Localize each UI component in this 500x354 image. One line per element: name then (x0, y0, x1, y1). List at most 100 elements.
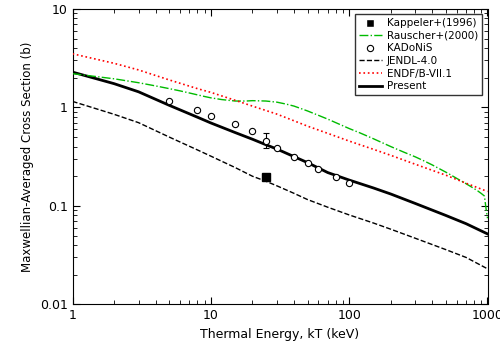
Line: JENDL-4.0: JENDL-4.0 (72, 101, 488, 269)
Rauscher+(2000) (324, 117, 330, 121)
JENDL-4.0 (484, 267, 490, 271)
Rauscher+(2000) (208, 96, 214, 100)
Rauscher+(2000) (274, 100, 280, 104)
Rauscher+(2000) (194, 93, 200, 97)
Present (208, 121, 214, 125)
Rauscher+(2000) (232, 99, 238, 103)
Present (443, 213, 449, 218)
Rauscher+(2000) (482, 194, 488, 198)
Present (291, 155, 297, 159)
ENDF/B-VII.1 (70, 52, 75, 56)
Rauscher+(2000) (283, 102, 289, 106)
Rauscher+(2000) (370, 137, 376, 141)
Rauscher+(2000) (463, 182, 469, 186)
ENDF/B-VII.1 (304, 124, 310, 128)
Rauscher+(2000) (263, 99, 269, 103)
ENDF/B-VII.1 (232, 98, 238, 102)
JENDL-4.0 (443, 247, 449, 252)
Present (194, 115, 200, 119)
ENDF/B-VII.1 (463, 181, 469, 185)
JENDL-4.0 (346, 213, 352, 217)
Present (111, 81, 117, 86)
JENDL-4.0 (291, 191, 297, 195)
Rauscher+(2000) (243, 99, 249, 103)
ENDF/B-VII.1 (166, 78, 172, 82)
Present (263, 143, 269, 147)
ENDF/B-VII.1 (274, 112, 280, 116)
JENDL-4.0 (208, 154, 214, 158)
Rauscher+(2000) (136, 81, 141, 85)
ENDF/B-VII.1 (250, 104, 256, 108)
Present (274, 147, 280, 151)
ENDF/B-VII.1 (208, 90, 214, 95)
Rauscher+(2000) (443, 170, 449, 174)
Rauscher+(2000) (250, 98, 256, 103)
JENDL-4.0 (304, 198, 310, 202)
X-axis label: Thermal Energy, kT (keV): Thermal Energy, kT (keV) (200, 328, 360, 341)
JENDL-4.0 (194, 148, 200, 152)
Present (70, 70, 75, 74)
JENDL-4.0 (136, 120, 141, 125)
Rauscher+(2000) (111, 77, 117, 81)
Present (346, 178, 352, 182)
JENDL-4.0 (111, 112, 117, 116)
Rauscher+(2000) (202, 95, 207, 99)
Rauscher+(2000) (484, 216, 490, 220)
Rauscher+(2000) (401, 150, 407, 154)
JENDL-4.0 (388, 227, 394, 232)
ENDF/B-VII.1 (291, 119, 297, 123)
Line: ENDF/B-VII.1: ENDF/B-VII.1 (72, 54, 488, 192)
Present (250, 137, 256, 141)
Rauscher+(2000) (478, 191, 484, 195)
JENDL-4.0 (463, 255, 469, 259)
Legend: Kappeler+(1996), Rauscher+(2000), KADoNiS, JENDL-4.0, ENDF/B-VII.1, Present: Kappeler+(1996), Rauscher+(2000), KADoNi… (354, 14, 482, 96)
Rauscher+(2000) (484, 208, 490, 212)
Present (463, 222, 469, 226)
Rauscher+(2000) (454, 176, 460, 181)
JENDL-4.0 (274, 184, 280, 188)
Rauscher+(2000) (333, 120, 339, 125)
ENDF/B-VII.1 (136, 68, 141, 72)
ENDF/B-VII.1 (194, 86, 200, 91)
Present (388, 192, 394, 196)
Rauscher+(2000) (153, 84, 159, 88)
Present (166, 103, 172, 107)
Rauscher+(2000) (304, 109, 310, 113)
JENDL-4.0 (324, 205, 330, 209)
ENDF/B-VII.1 (388, 153, 394, 158)
Rauscher+(2000) (471, 187, 477, 191)
Rauscher+(2000) (186, 91, 192, 95)
JENDL-4.0 (70, 99, 75, 103)
Rauscher+(2000) (448, 173, 454, 177)
Rauscher+(2000) (422, 159, 428, 163)
ENDF/B-VII.1 (370, 147, 376, 152)
Rauscher+(2000) (474, 189, 480, 193)
JENDL-4.0 (263, 179, 269, 183)
ENDF/B-VII.1 (324, 131, 330, 136)
Present (136, 90, 141, 94)
ENDF/B-VII.1 (111, 61, 117, 65)
Rauscher+(2000) (412, 155, 418, 159)
Rauscher+(2000) (357, 131, 363, 135)
Present (412, 201, 418, 206)
ENDF/B-VII.1 (443, 173, 449, 177)
JENDL-4.0 (250, 174, 256, 178)
Line: Rauscher+(2000): Rauscher+(2000) (72, 74, 488, 218)
Rauscher+(2000) (166, 86, 172, 91)
ENDF/B-VII.1 (263, 108, 269, 113)
Rauscher+(2000) (388, 144, 394, 149)
ENDF/B-VII.1 (346, 139, 352, 143)
Present (232, 131, 238, 135)
Present (304, 160, 310, 165)
Rauscher+(2000) (219, 97, 225, 102)
JENDL-4.0 (232, 165, 238, 170)
Rauscher+(2000) (177, 89, 183, 93)
ENDF/B-VII.1 (484, 189, 490, 194)
Present (484, 232, 490, 236)
JENDL-4.0 (412, 236, 418, 240)
Present (324, 170, 330, 175)
Rauscher+(2000) (436, 167, 442, 171)
ENDF/B-VII.1 (412, 162, 418, 166)
Rauscher+(2000) (430, 163, 436, 167)
Y-axis label: Maxwellian-Averaged Cross Section (b): Maxwellian-Averaged Cross Section (b) (21, 41, 34, 272)
